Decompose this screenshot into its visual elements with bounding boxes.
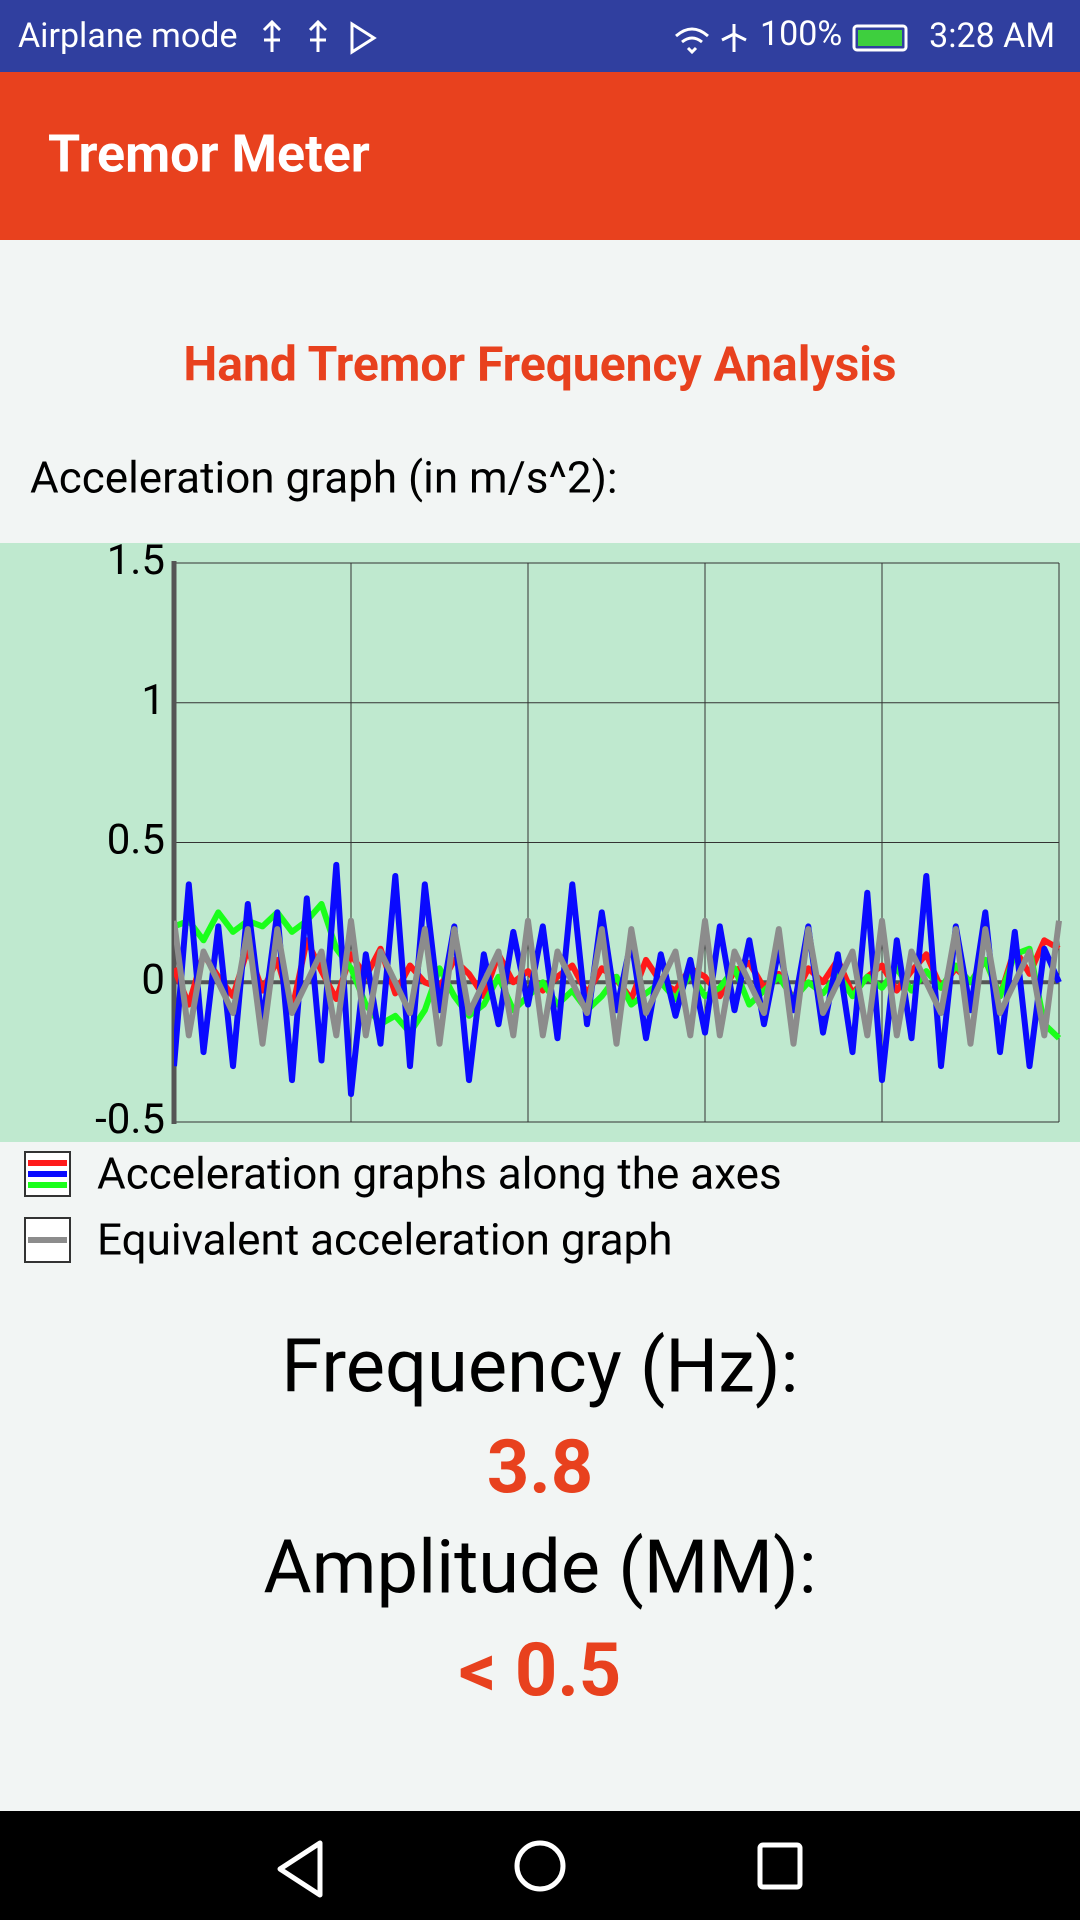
amplitude-value: < 0.5 <box>459 1628 622 1715</box>
status-icons <box>262 19 908 55</box>
y-tick-label: 0.5 <box>107 816 165 865</box>
y-tick-label: 1 <box>141 676 165 725</box>
y-tick-label: 0 <box>141 955 165 1004</box>
graph-label: Acceleration graph (in m/s^2): <box>30 452 618 504</box>
frequency-label: Frequency (Hz): <box>281 1324 798 1411</box>
amplitude-label: Amplitude (MM): <box>263 1525 816 1612</box>
legend-label: Acceleration graphs along the axes <box>97 1148 782 1200</box>
series-line <box>174 861 1062 1097</box>
home-button[interactable] <box>514 1840 566 1892</box>
clock: 3:28 AM <box>929 16 1055 56</box>
legend: Acceleration graphs along the axes Equiva… <box>24 1148 782 1266</box>
nav-bar <box>0 1811 1080 1920</box>
series-line <box>174 901 1062 1041</box>
y-tick-label: 1.5 <box>107 536 165 585</box>
y-tick-label: -0.5 <box>95 1095 165 1144</box>
frequency-value: 3.8 <box>487 1425 593 1512</box>
heading: Hand Tremor Frequency Analysis <box>183 336 896 393</box>
plot-area <box>174 861 1062 1097</box>
series-line <box>174 917 1062 1047</box>
back-button[interactable] <box>277 1840 323 1898</box>
legend-label: Equivalent acceleration graph <box>97 1214 673 1266</box>
status-text: Airplane mode <box>18 16 237 56</box>
recents-button[interactable] <box>757 1842 803 1890</box>
chart: -0.5 0 0.5 1 1.5 <box>95 536 1062 1144</box>
battery-percent: 100% <box>760 14 842 54</box>
app-bar <box>0 72 1080 240</box>
app-title: Tremor Meter <box>48 124 370 185</box>
